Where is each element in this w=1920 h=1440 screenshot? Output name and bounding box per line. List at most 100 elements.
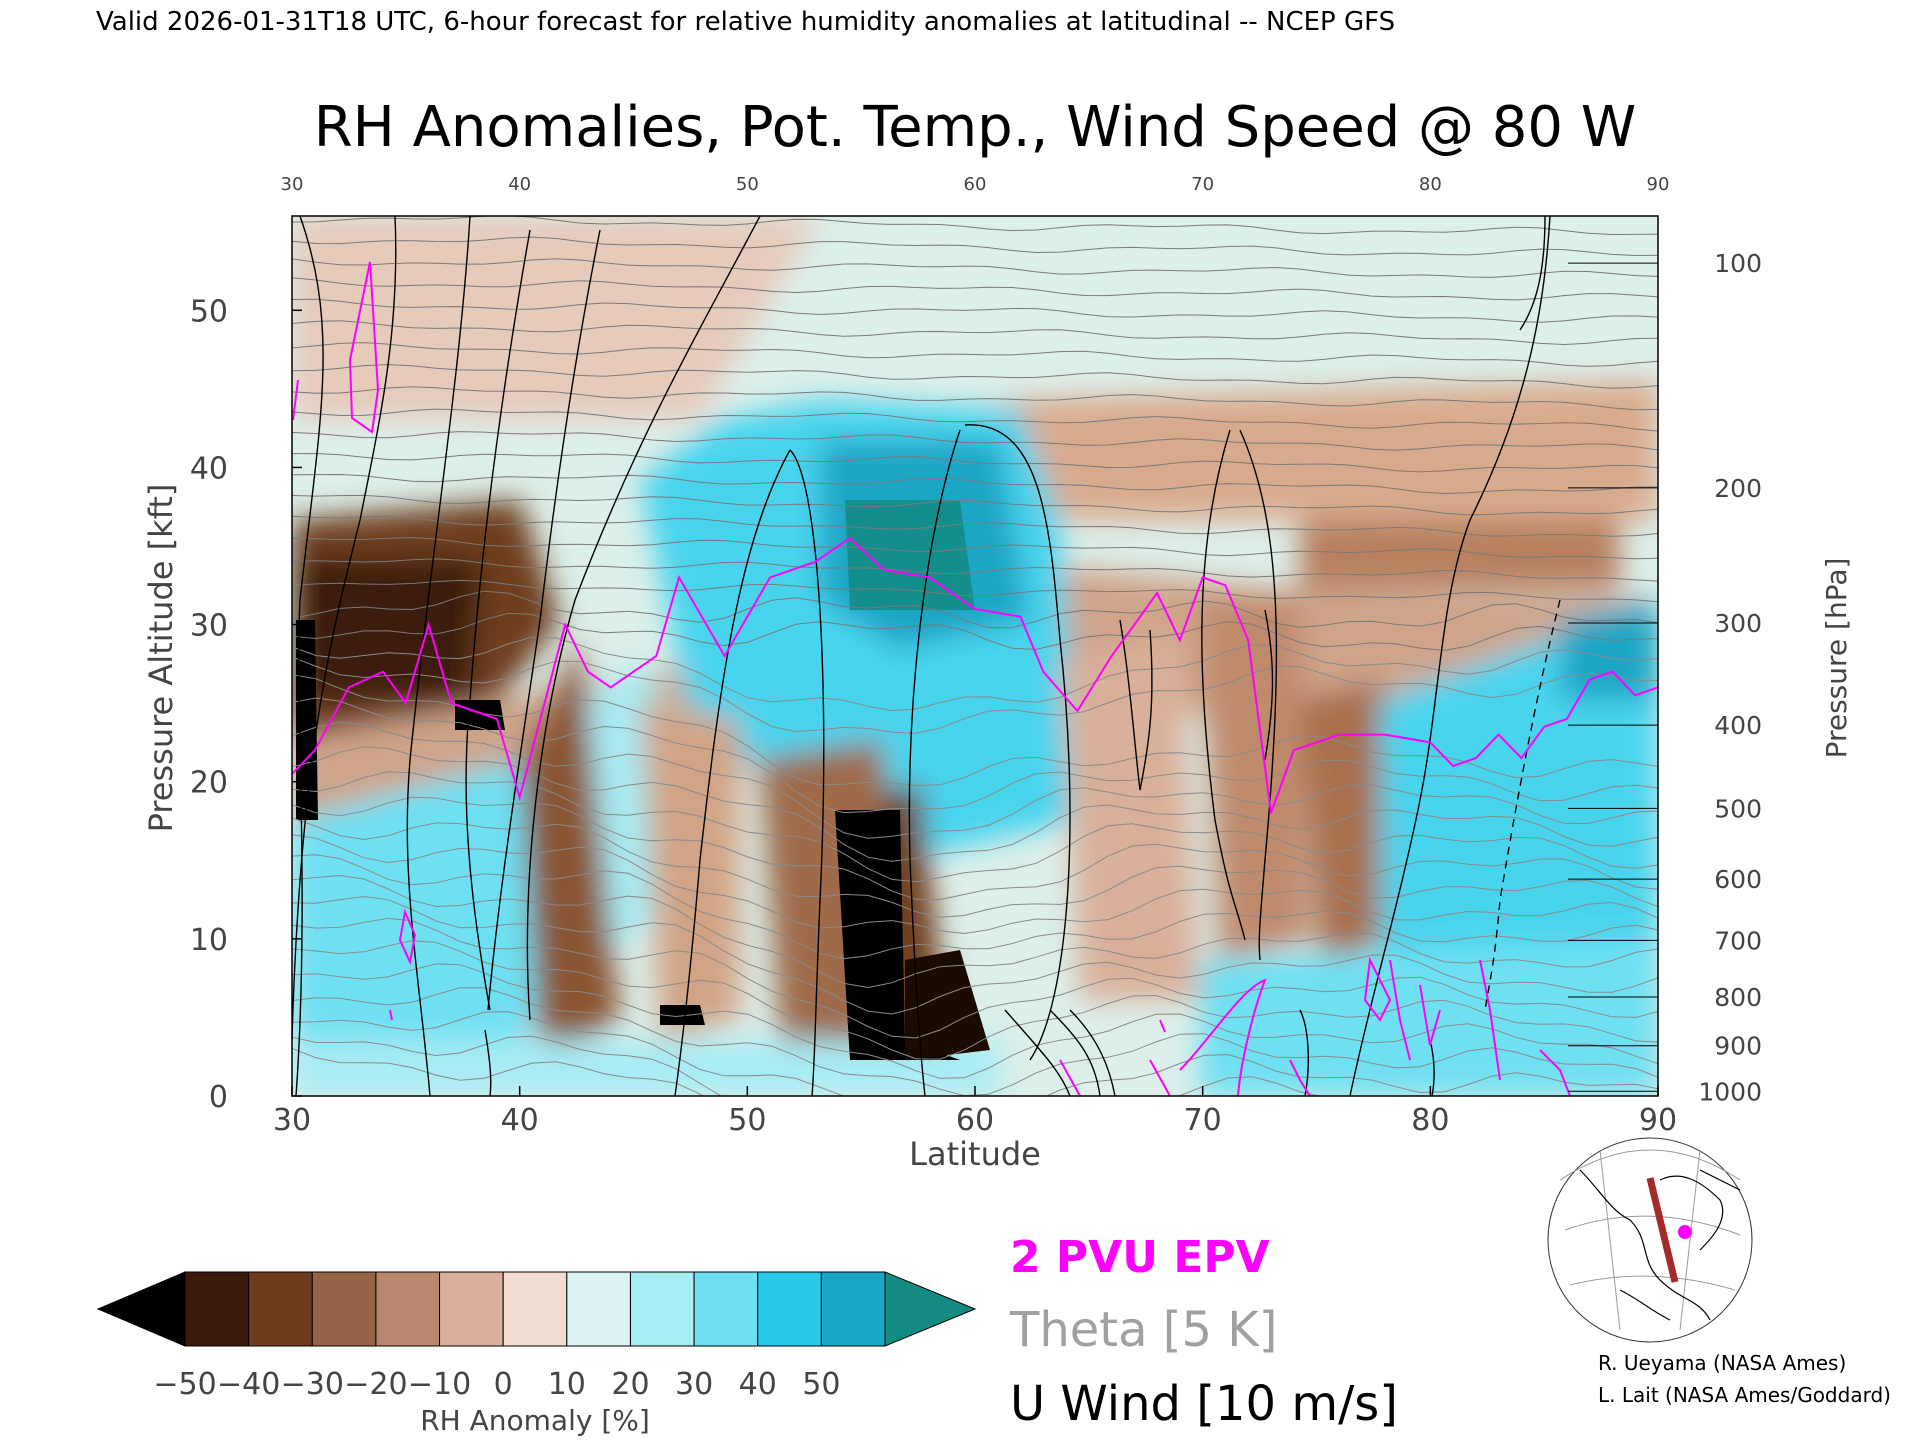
theta-contour <box>292 817 1658 918</box>
theta-contour <box>292 612 1658 651</box>
theta-contour <box>292 746 1658 862</box>
u-wind-contours <box>292 216 1561 1096</box>
x-tick-label: 70 <box>1184 1103 1222 1138</box>
pressure-tick-label: 900 <box>1714 1032 1762 1061</box>
x-top-tick-label: 70 <box>1191 174 1214 195</box>
colorbar-tick-label: 50 <box>802 1367 840 1402</box>
pressure-tick-label: 400 <box>1714 711 1762 740</box>
theta-contour <box>292 940 1658 1060</box>
colorbar-tick-label: −20 <box>344 1367 407 1402</box>
colorbar-label: RH Anomaly [%] <box>420 1404 650 1437</box>
pressure-tick-label: 600 <box>1714 865 1762 894</box>
theta-contour <box>292 473 1658 495</box>
y-axis-label: Pressure Altitude [kft] <box>142 484 180 833</box>
theta-contour <box>292 537 1658 560</box>
theta-contour <box>292 386 1658 411</box>
y-tick-label: 10 <box>190 923 228 958</box>
x-axis-ticks: 30 40 50 60 70 80 90 <box>273 1086 1677 1138</box>
y-tick-label: 30 <box>190 609 228 644</box>
theta-contour <box>292 636 1658 712</box>
x-tick-label: 60 <box>956 1103 994 1138</box>
theta-contour <box>292 364 1658 389</box>
x-axis-label: Latitude <box>909 1135 1041 1173</box>
theta-contour <box>292 987 1658 1096</box>
colorbar-bin <box>629 1271 695 1347</box>
pressure-tick-label: 300 <box>1714 609 1762 638</box>
colorbar-bin <box>566 1271 631 1347</box>
x-top-tick-label: 30 <box>281 174 304 195</box>
colorbar-tick-label: 10 <box>548 1367 586 1402</box>
theta-contour <box>292 494 1658 516</box>
epv-2pvu-islands <box>292 261 1571 1096</box>
x-top-tick-label: 50 <box>736 174 759 195</box>
x-top-tick-label: 60 <box>964 174 987 195</box>
colorbar-bin <box>375 1271 441 1347</box>
legend-epv: 2 PVU EPV <box>1010 1232 1270 1283</box>
colorbar-high-arrow <box>884 1271 977 1347</box>
colorbar-tick-label: 20 <box>611 1367 649 1402</box>
y-tick-label: 20 <box>190 766 228 801</box>
x-tick-label: 80 <box>1411 1103 1449 1138</box>
theta-contour <box>292 194 1660 214</box>
pressure-tick-label: 800 <box>1714 983 1762 1012</box>
y-tick-label: 0 <box>209 1080 228 1115</box>
colorbar-tick-label: −50 <box>153 1367 216 1402</box>
x-tick-label: 90 <box>1639 1103 1677 1138</box>
colorbar-tick-label: 0 <box>494 1367 513 1402</box>
colorbar-tick-label: −10 <box>408 1367 471 1402</box>
credit-line-2: L. Lait (NASA Ames/Goddard) <box>1598 1383 1891 1407</box>
theta-contour <box>292 1048 704 1096</box>
colorbar-bin <box>311 1271 377 1347</box>
pressure-tick-label: 100 <box>1714 249 1762 278</box>
theta-contour <box>292 298 1658 323</box>
theta-contour <box>292 874 1658 989</box>
theta-contours <box>292 194 1660 1096</box>
x-tick-label: 30 <box>273 1103 311 1138</box>
x-top-tick-label: 40 <box>508 174 531 195</box>
theta-contour <box>292 674 1658 787</box>
theta-contour <box>292 854 1658 960</box>
x-tick-label: 50 <box>728 1103 766 1138</box>
theta-contour <box>292 515 1658 537</box>
theta-contour <box>292 320 1658 346</box>
colorbar-low-arrow <box>96 1271 186 1347</box>
valid-time-header: Valid 2026-01-31T18 UTC, 6-hour forecast… <box>96 7 1395 37</box>
theta-contour <box>292 917 1658 1039</box>
theta-contour <box>292 258 1658 278</box>
pressure-tick-label: 1000 <box>1698 1077 1762 1106</box>
epv-2pvu-line <box>292 536 1658 814</box>
locator-map <box>1547 1137 1753 1343</box>
colorbar-bin <box>184 1271 250 1347</box>
y-axis-ticks: 0 10 20 30 40 50 <box>190 294 302 1115</box>
theta-contour <box>292 579 1658 603</box>
pressure-tick-label: 200 <box>1714 474 1762 503</box>
colorbar-bin <box>248 1271 313 1347</box>
colorbar-tick-label: 30 <box>675 1367 713 1402</box>
theta-contour <box>292 431 1658 451</box>
theta-contour <box>292 1035 1322 1096</box>
colorbar-bin <box>693 1271 759 1347</box>
colorbar-bin <box>820 1271 886 1347</box>
y-tick-label: 40 <box>190 451 228 486</box>
colorbar-bin <box>757 1271 822 1347</box>
colorbar-tick-label: −30 <box>281 1367 344 1402</box>
theta-contour <box>292 896 1658 1015</box>
colorbar-tick-labels: −50 −40 −30 −20 −10 0 10 20 30 40 50 <box>153 1367 840 1402</box>
colorbar <box>96 1271 977 1347</box>
x-tick-label: 40 <box>501 1103 539 1138</box>
theta-contour <box>292 963 1658 1079</box>
pressure-tick-label: 500 <box>1714 794 1762 823</box>
pressure-axis-ticks: 100 200 300 400 500 600 700 800 900 1000 <box>1568 249 1762 1106</box>
theta-contour <box>292 796 1658 901</box>
theta-contour <box>292 834 1658 935</box>
colorbar-bin <box>502 1271 568 1347</box>
y-tick-label: 50 <box>190 294 228 329</box>
theta-contour <box>292 452 1658 473</box>
colorbar-tick-label: −40 <box>217 1367 280 1402</box>
theta-contour <box>292 558 1658 582</box>
theta-contour <box>292 697 1658 814</box>
colorbar-bin <box>439 1271 504 1347</box>
chart-title: RH Anomalies, Pot. Temp., Wind Speed @ 8… <box>314 95 1636 160</box>
